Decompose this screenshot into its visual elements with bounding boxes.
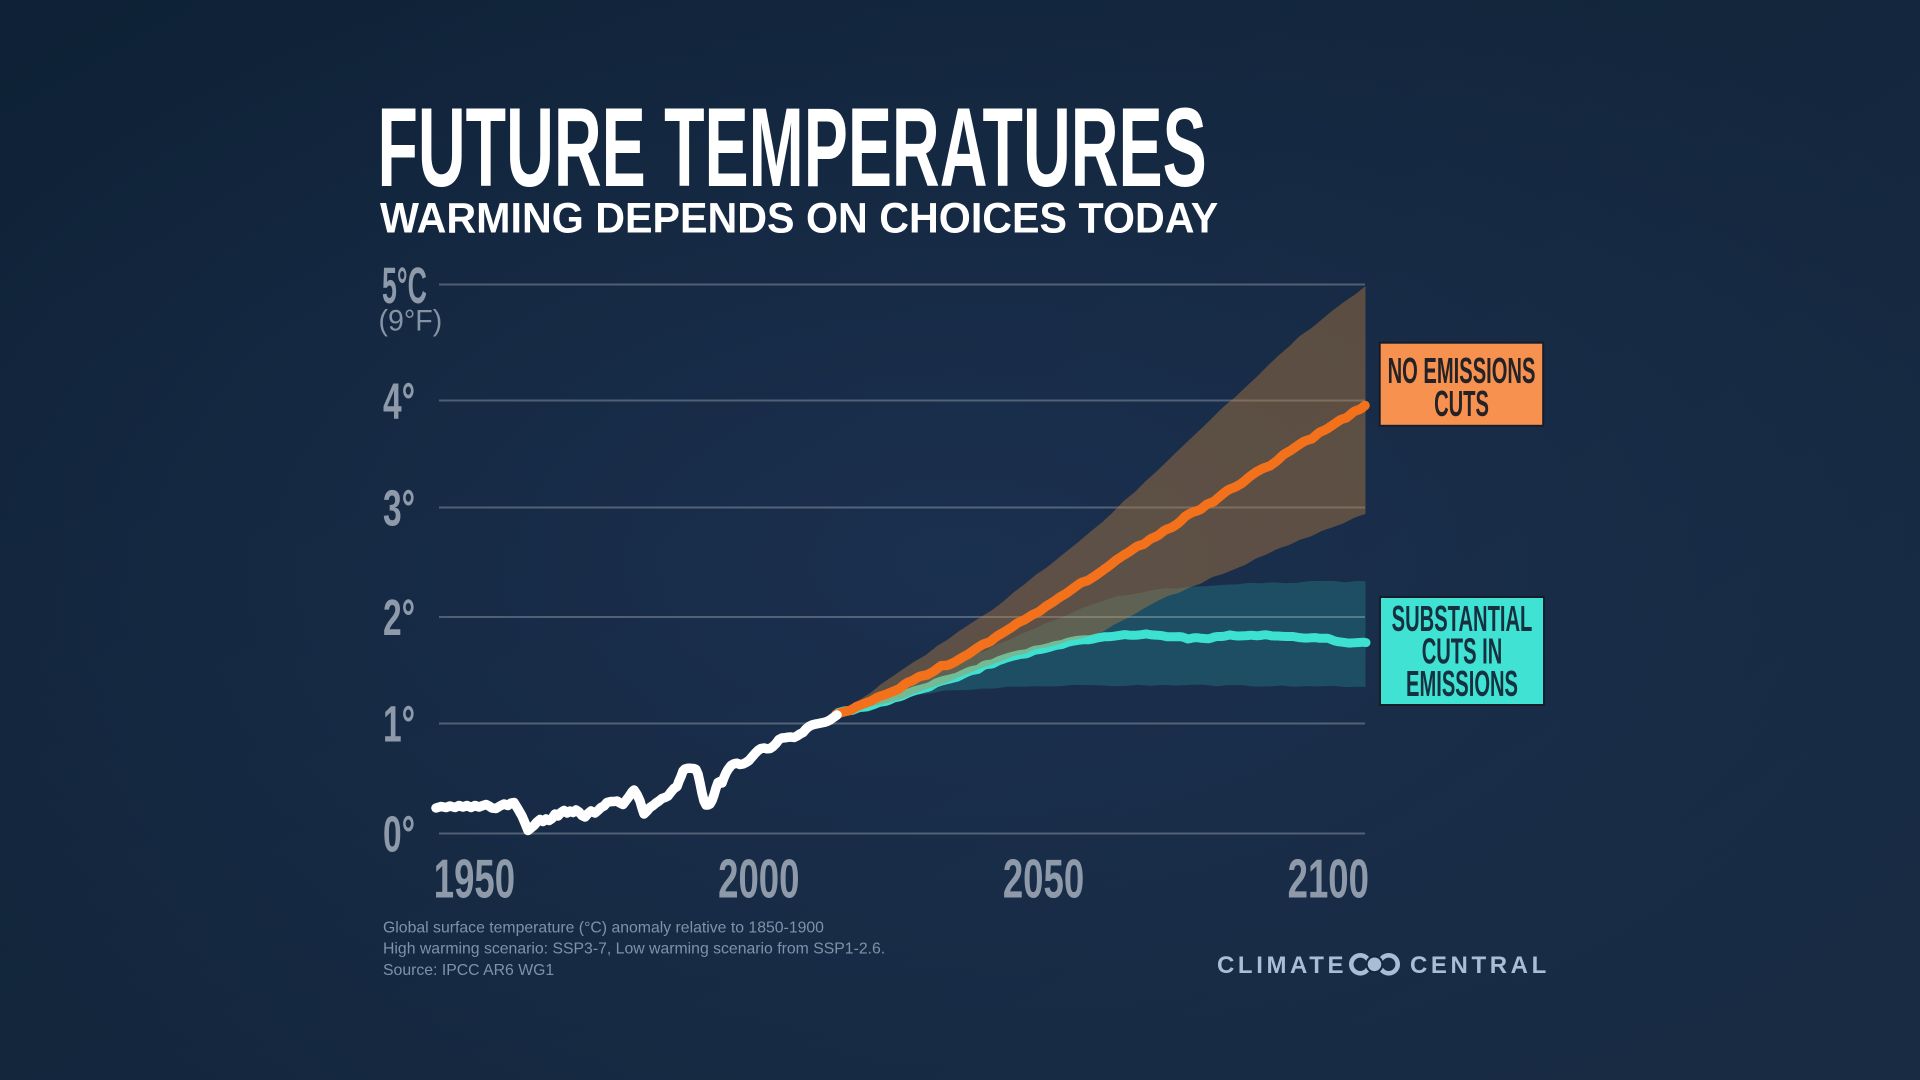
- svg-text:Global surface temperature (°C: Global surface temperature (°C) anomaly …: [383, 920, 824, 937]
- svg-text:CUTS: CUTS: [1434, 385, 1489, 424]
- svg-text:SUBSTANTIAL: SUBSTANTIAL: [1392, 600, 1533, 639]
- svg-text:1°: 1°: [383, 697, 415, 754]
- svg-text:2°: 2°: [383, 590, 415, 647]
- svg-text:4°: 4°: [383, 374, 415, 431]
- svg-text:5°C: 5°C: [382, 257, 427, 315]
- svg-text:EMISSIONS: EMISSIONS: [1406, 665, 1518, 704]
- svg-text:2000: 2000: [718, 848, 799, 909]
- svg-text:1950: 1950: [434, 848, 515, 909]
- svg-text:3°: 3°: [383, 481, 415, 538]
- svg-text:0°: 0°: [383, 807, 415, 864]
- svg-text:CUTS IN: CUTS IN: [1422, 633, 1503, 672]
- svg-text:CLIMATE: CLIMATE: [1217, 952, 1347, 979]
- svg-text:WARMING DEPENDS ON CHOICES TOD: WARMING DEPENDS ON CHOICES TODAY: [380, 194, 1218, 242]
- svg-text:Source: IPCC AR6 WG1: Source: IPCC AR6 WG1: [383, 962, 554, 979]
- svg-text:FUTURE TEMPERATURES: FUTURE TEMPERATURES: [378, 86, 1207, 210]
- svg-text:(9°F): (9°F): [379, 304, 443, 338]
- svg-text:High warming scenario: SSP3-7,: High warming scenario: SSP3-7, Low warmi…: [383, 941, 885, 958]
- svg-text:CENTRAL: CENTRAL: [1410, 952, 1550, 979]
- svg-text:NO EMISSIONS: NO EMISSIONS: [1388, 352, 1536, 391]
- svg-text:2050: 2050: [1003, 848, 1084, 909]
- svg-text:2100: 2100: [1288, 848, 1369, 909]
